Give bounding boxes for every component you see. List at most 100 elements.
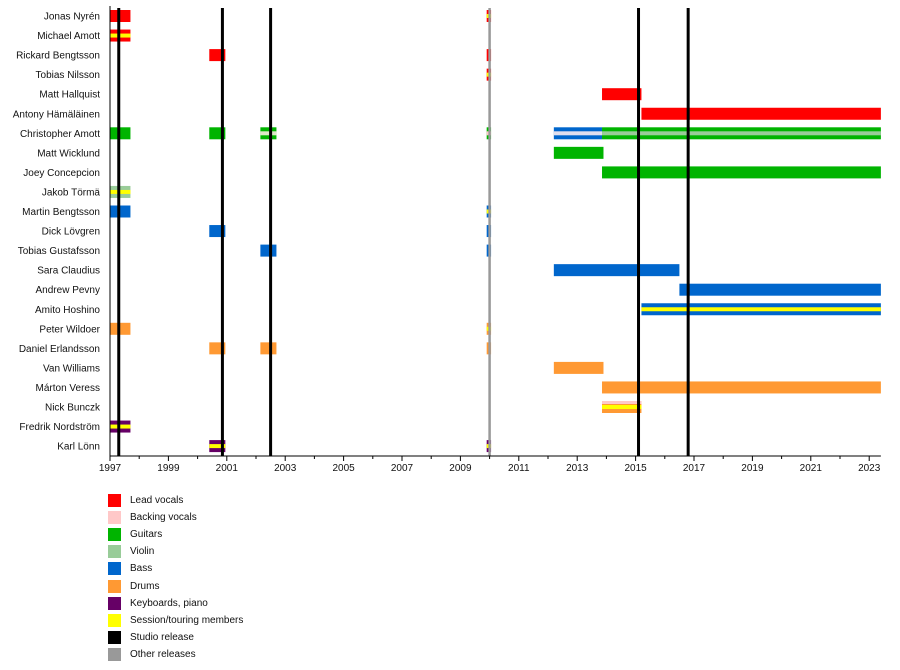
bar-stripe-violin xyxy=(602,131,881,136)
legend-item: Guitars xyxy=(108,526,243,543)
member-label: Antony Hämäläinen xyxy=(13,109,100,120)
x-tick-label: 2007 xyxy=(391,463,414,474)
member-label: Christopher Amott xyxy=(20,129,100,140)
member-label: Tobias Gustafsson xyxy=(18,246,100,257)
legend-label: Studio release xyxy=(130,631,194,643)
x-tick-label: 2013 xyxy=(566,463,589,474)
x-tick-label: 2023 xyxy=(858,463,881,474)
member-label: Joey Concepcion xyxy=(23,168,100,179)
bar-drums xyxy=(553,361,604,374)
legend-label: Violin xyxy=(130,546,155,558)
member-label: Daniel Erlandsson xyxy=(19,344,100,355)
x-tick-label: 2017 xyxy=(683,463,706,474)
legend-item: Bass xyxy=(108,560,243,577)
x-axis: 1997 1999 2001 2003 2005 2007 2009 2011 2013 2015… xyxy=(99,6,881,474)
member-bar xyxy=(260,342,277,355)
legend-label: Lead vocals xyxy=(130,495,184,507)
bar-stripe-session xyxy=(602,405,642,409)
legend-item: Keyboards, piano xyxy=(108,595,243,612)
member-label: Martin Bengtsson xyxy=(22,207,100,218)
member-label: Matt Wicklund xyxy=(37,148,100,159)
legend-swatch xyxy=(108,562,121,576)
member-label: Dick Lövgren xyxy=(42,227,100,238)
member-label: Karl Lönn xyxy=(57,442,100,453)
legend-label: Keyboards, piano xyxy=(130,597,208,609)
x-tick-label: 2009 xyxy=(449,463,472,474)
bar-top-backing_vocals xyxy=(602,401,642,404)
legend-swatch xyxy=(108,613,121,627)
legend-item: Violin xyxy=(108,543,243,560)
legend: Lead vocals Backing vocals Guitars Violin Ba… xyxy=(108,492,243,663)
member-bar xyxy=(679,283,881,296)
member-label: Matt Hallquist xyxy=(39,90,100,101)
member-bar xyxy=(641,303,881,316)
member-bars xyxy=(110,10,881,453)
member-bar xyxy=(641,107,881,120)
x-tick-label: 2015 xyxy=(624,463,647,474)
release-lines xyxy=(117,8,690,456)
bar-guitars xyxy=(602,166,881,179)
legend-label: Guitars xyxy=(130,529,163,541)
bar-drums xyxy=(260,342,277,355)
legend-swatch xyxy=(108,647,121,661)
bar-stripe-backing_vocals xyxy=(553,131,603,136)
legend-item: Backing vocals xyxy=(108,509,243,526)
member-bar xyxy=(602,88,642,101)
bar-stripe-session xyxy=(209,444,226,449)
x-tick-label: 2011 xyxy=(508,463,530,474)
member-label: Jonas Nyrén xyxy=(44,12,100,23)
member-label: Sara Claudius xyxy=(37,266,100,277)
bar-drums xyxy=(602,381,881,394)
x-tick-label: 2005 xyxy=(332,463,355,474)
legend-label: Session/touring members xyxy=(130,614,244,626)
legend-swatch xyxy=(108,528,121,542)
member-label: Fredrik Nordström xyxy=(19,422,100,433)
member-label: Van Williams xyxy=(43,363,100,374)
legend-label: Backing vocals xyxy=(130,512,197,524)
x-tick-label: 2019 xyxy=(741,463,764,474)
member-bar xyxy=(602,127,881,140)
member-labels: Jonas Nyrén Michael Amott Rickard Bengtsso… xyxy=(13,12,101,453)
legend-item: Other releases xyxy=(108,646,243,663)
member-bar xyxy=(602,381,881,394)
member-bar xyxy=(553,264,680,277)
member-label: Jakob Törmä xyxy=(42,187,101,198)
bar-lead_vocals xyxy=(602,88,642,101)
legend-label: Drums xyxy=(130,580,160,592)
bar-lead_vocals xyxy=(641,107,881,120)
member-bar xyxy=(553,127,603,140)
bar-bass xyxy=(679,283,881,296)
x-tick-label: 2021 xyxy=(800,463,823,474)
legend-item: Studio release xyxy=(108,629,243,646)
legend-swatch xyxy=(108,630,121,644)
member-label: Márton Veress xyxy=(36,383,100,394)
bar-stripe-session xyxy=(641,307,881,312)
member-label: Peter Wildoer xyxy=(39,324,100,335)
timeline-chart: Jonas Nyrén Michael Amott Rickard Bengtsso… xyxy=(13,6,881,474)
member-bar xyxy=(602,401,642,413)
legend-label: Other releases xyxy=(130,648,196,660)
member-bar xyxy=(553,361,604,374)
bar-stripe-backing_vocals_violin xyxy=(260,131,277,136)
x-tick-label: 1999 xyxy=(157,463,180,474)
bar-bass xyxy=(553,264,680,277)
legend-swatch xyxy=(108,579,121,593)
member-label: Nick Bunczk xyxy=(45,403,101,414)
x-tick-label: 2003 xyxy=(274,463,297,474)
member-label: Rickard Bengtsson xyxy=(16,51,100,62)
member-bar xyxy=(260,127,277,140)
member-bar xyxy=(602,166,881,179)
member-label: Amito Hoshino xyxy=(35,305,100,316)
member-bar xyxy=(260,244,277,257)
bar-bass xyxy=(260,244,277,257)
legend-swatch xyxy=(108,494,121,508)
member-bar xyxy=(553,146,604,159)
legend-item: Drums xyxy=(108,577,243,594)
legend-swatch xyxy=(108,511,121,525)
member-label: Andrew Pevny xyxy=(36,285,100,296)
legend-item: Lead vocals xyxy=(108,492,243,509)
legend-swatch xyxy=(108,596,121,610)
legend-swatch xyxy=(108,545,121,559)
legend-item: Session/touring members xyxy=(108,612,243,629)
x-tick-label: 1997 xyxy=(99,463,122,474)
